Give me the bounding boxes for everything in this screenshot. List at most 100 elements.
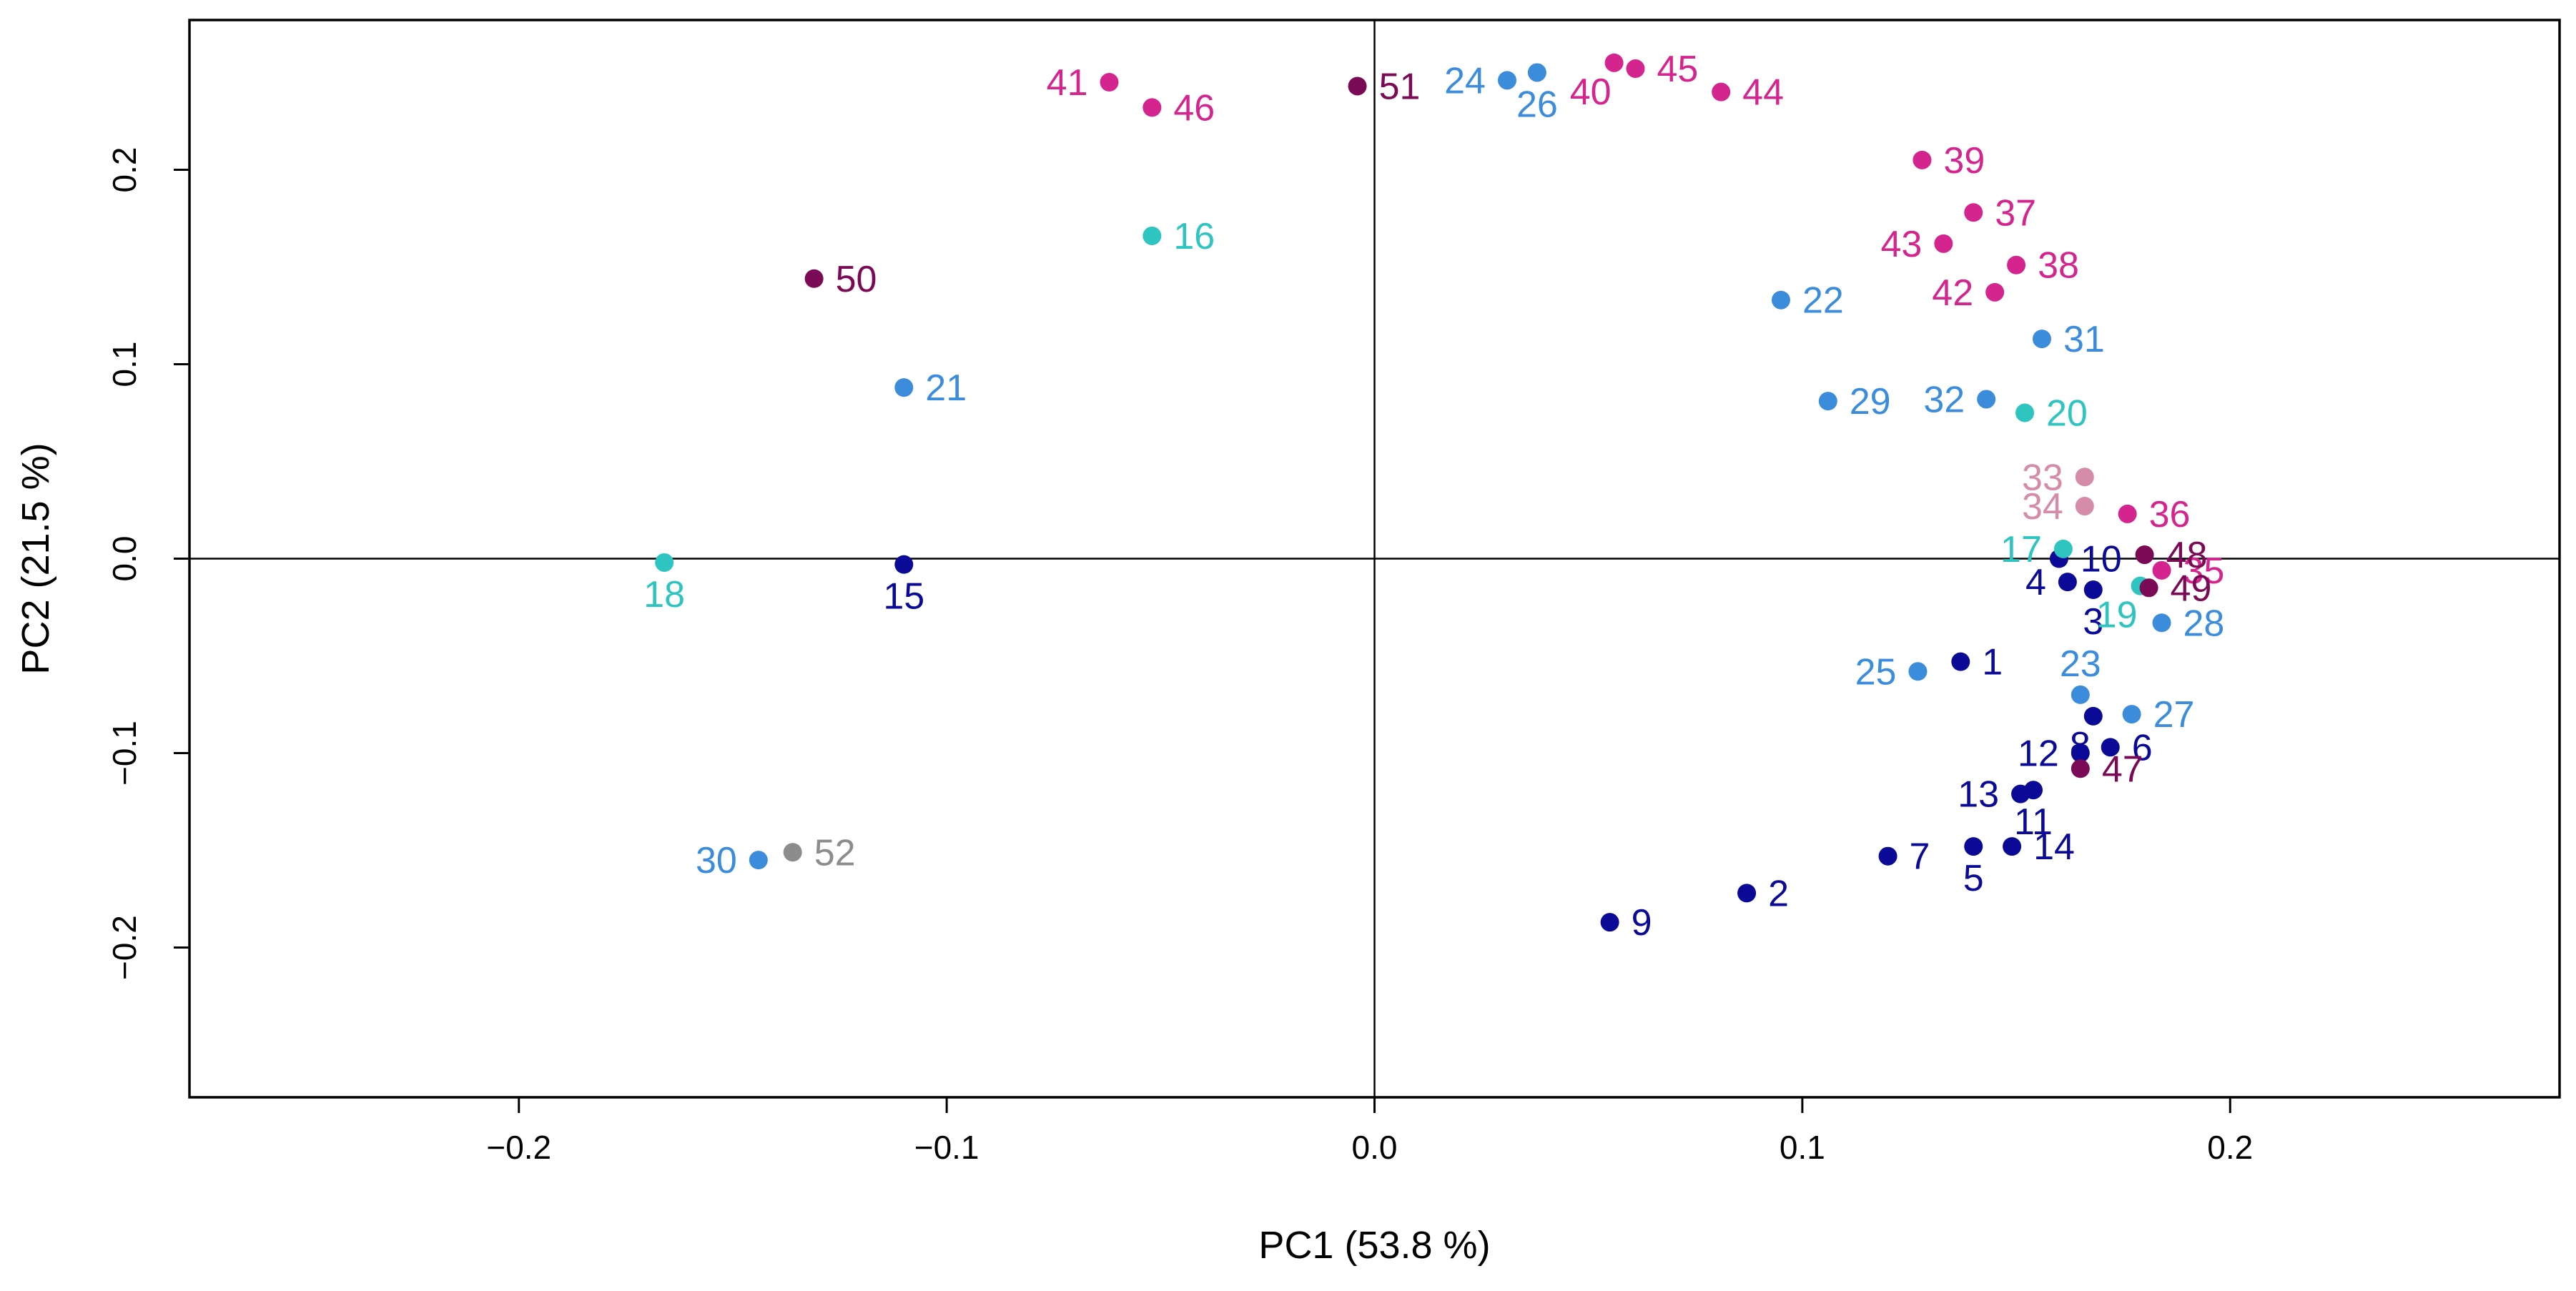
point-30 — [749, 851, 768, 870]
point-label-14: 14 — [2033, 826, 2075, 868]
point-label-8: 8 — [2070, 725, 2091, 766]
point-label-17: 17 — [2000, 529, 2042, 570]
point-27 — [2122, 705, 2141, 724]
point-2 — [1737, 884, 1757, 903]
point-29 — [1818, 392, 1837, 411]
point-14 — [2003, 837, 2022, 856]
point-label-3: 3 — [2083, 601, 2103, 643]
x-tick-label: −0.2 — [486, 1129, 551, 1166]
y-tick-label: 0.0 — [106, 536, 143, 582]
point-49 — [2139, 578, 2158, 598]
y-tick-label: 0.2 — [106, 147, 143, 192]
point-label-13: 13 — [1958, 774, 1999, 816]
point-38 — [2007, 255, 2026, 274]
point-44 — [1712, 82, 1731, 102]
point-50 — [804, 269, 824, 288]
y-axis: −0.2 −0.1 0.0 0.1 0.2 — [106, 147, 189, 980]
point-13 — [2011, 784, 2030, 803]
point-label-10: 10 — [2081, 539, 2122, 580]
point-32 — [1977, 390, 1996, 409]
point-7 — [1878, 846, 1898, 866]
point-label-52: 52 — [814, 832, 856, 874]
point-label-46: 46 — [1173, 87, 1215, 129]
point-label-18: 18 — [643, 574, 685, 615]
point-47 — [2071, 759, 2090, 778]
point-label-27: 27 — [2153, 694, 2195, 736]
point-label-4: 4 — [2025, 562, 2046, 603]
point-21 — [894, 378, 914, 397]
point-label-30: 30 — [696, 840, 737, 881]
point-39 — [1913, 150, 1932, 169]
point-label-36: 36 — [2149, 494, 2191, 535]
x-tick-label: 0.2 — [2207, 1129, 2253, 1166]
point-label-11: 11 — [2014, 801, 2053, 843]
point-28 — [2152, 613, 2171, 633]
point-label-28: 28 — [2183, 603, 2225, 644]
point-9 — [1600, 913, 1619, 932]
point-label-16: 16 — [1173, 216, 1215, 257]
point-label-50: 50 — [836, 259, 877, 300]
point-label-51: 51 — [1379, 66, 1421, 107]
point-label-39: 39 — [1943, 140, 1985, 182]
point-label-33: 33 — [2022, 457, 2063, 498]
point-label-23: 23 — [2060, 643, 2101, 685]
point-48 — [2135, 545, 2154, 565]
point-label-6: 6 — [2132, 727, 2153, 768]
point-label-40: 40 — [1570, 71, 1612, 113]
point-3 — [2083, 580, 2103, 600]
x-axis: −0.2 −0.1 0.0 0.1 0.2 — [486, 1097, 2253, 1166]
point-label-19: 19 — [2096, 595, 2138, 636]
reference-lines — [189, 20, 2560, 1097]
point-label-44: 44 — [1742, 72, 1784, 114]
x-axis-title: PC1 (53.8 %) — [1258, 1224, 1490, 1267]
y-tick-label: −0.2 — [106, 915, 143, 980]
point-label-47: 47 — [2102, 748, 2143, 790]
point-51 — [1348, 76, 1367, 96]
point-label-41: 41 — [1047, 62, 1088, 104]
point-label-7: 7 — [1910, 836, 1930, 878]
y-tick-label: −0.1 — [106, 721, 143, 786]
point-label-26: 26 — [1516, 84, 1558, 125]
point-12 — [2071, 743, 2090, 763]
point-label-43: 43 — [1880, 224, 1922, 265]
point-36 — [2118, 504, 2137, 523]
point-42 — [1985, 282, 2005, 302]
point-label-5: 5 — [1963, 858, 1984, 899]
y-tick-label: 0.1 — [106, 342, 143, 387]
point-label-37: 37 — [1995, 192, 2036, 234]
point-label-38: 38 — [2038, 245, 2079, 287]
point-24 — [1497, 71, 1516, 90]
point-34 — [2075, 497, 2094, 516]
x-tick-label: −0.1 — [914, 1129, 979, 1166]
point-41 — [1100, 73, 1119, 92]
point-label-24: 24 — [1444, 60, 1486, 102]
point-17 — [2053, 539, 2073, 558]
point-6 — [2101, 738, 2120, 757]
point-label-49: 49 — [2171, 568, 2212, 609]
point-label-42: 42 — [1932, 272, 1973, 314]
point-35 — [2152, 560, 2171, 580]
point-label-1: 1 — [1982, 642, 2003, 683]
point-43 — [1934, 234, 1953, 253]
point-26 — [1527, 63, 1546, 82]
point-40 — [1604, 53, 1624, 72]
point-label-15: 15 — [883, 576, 924, 618]
point-23 — [2071, 685, 2090, 704]
point-label-2: 2 — [1768, 873, 1789, 914]
point-label-29: 29 — [1850, 381, 1891, 422]
point-label-48: 48 — [2166, 535, 2208, 576]
point-label-34: 34 — [2022, 486, 2063, 528]
point-label-20: 20 — [2046, 392, 2088, 434]
point-label-31: 31 — [2063, 319, 2105, 360]
point-37 — [1964, 203, 1983, 222]
point-5 — [1964, 837, 1983, 856]
point-label-45: 45 — [1657, 49, 1699, 90]
point-52 — [783, 843, 802, 862]
point-22 — [1771, 290, 1790, 310]
point-label-32: 32 — [1923, 379, 1965, 420]
point-label-22: 22 — [1802, 280, 1844, 322]
point-18 — [655, 553, 674, 572]
point-label-9: 9 — [1632, 902, 1652, 944]
